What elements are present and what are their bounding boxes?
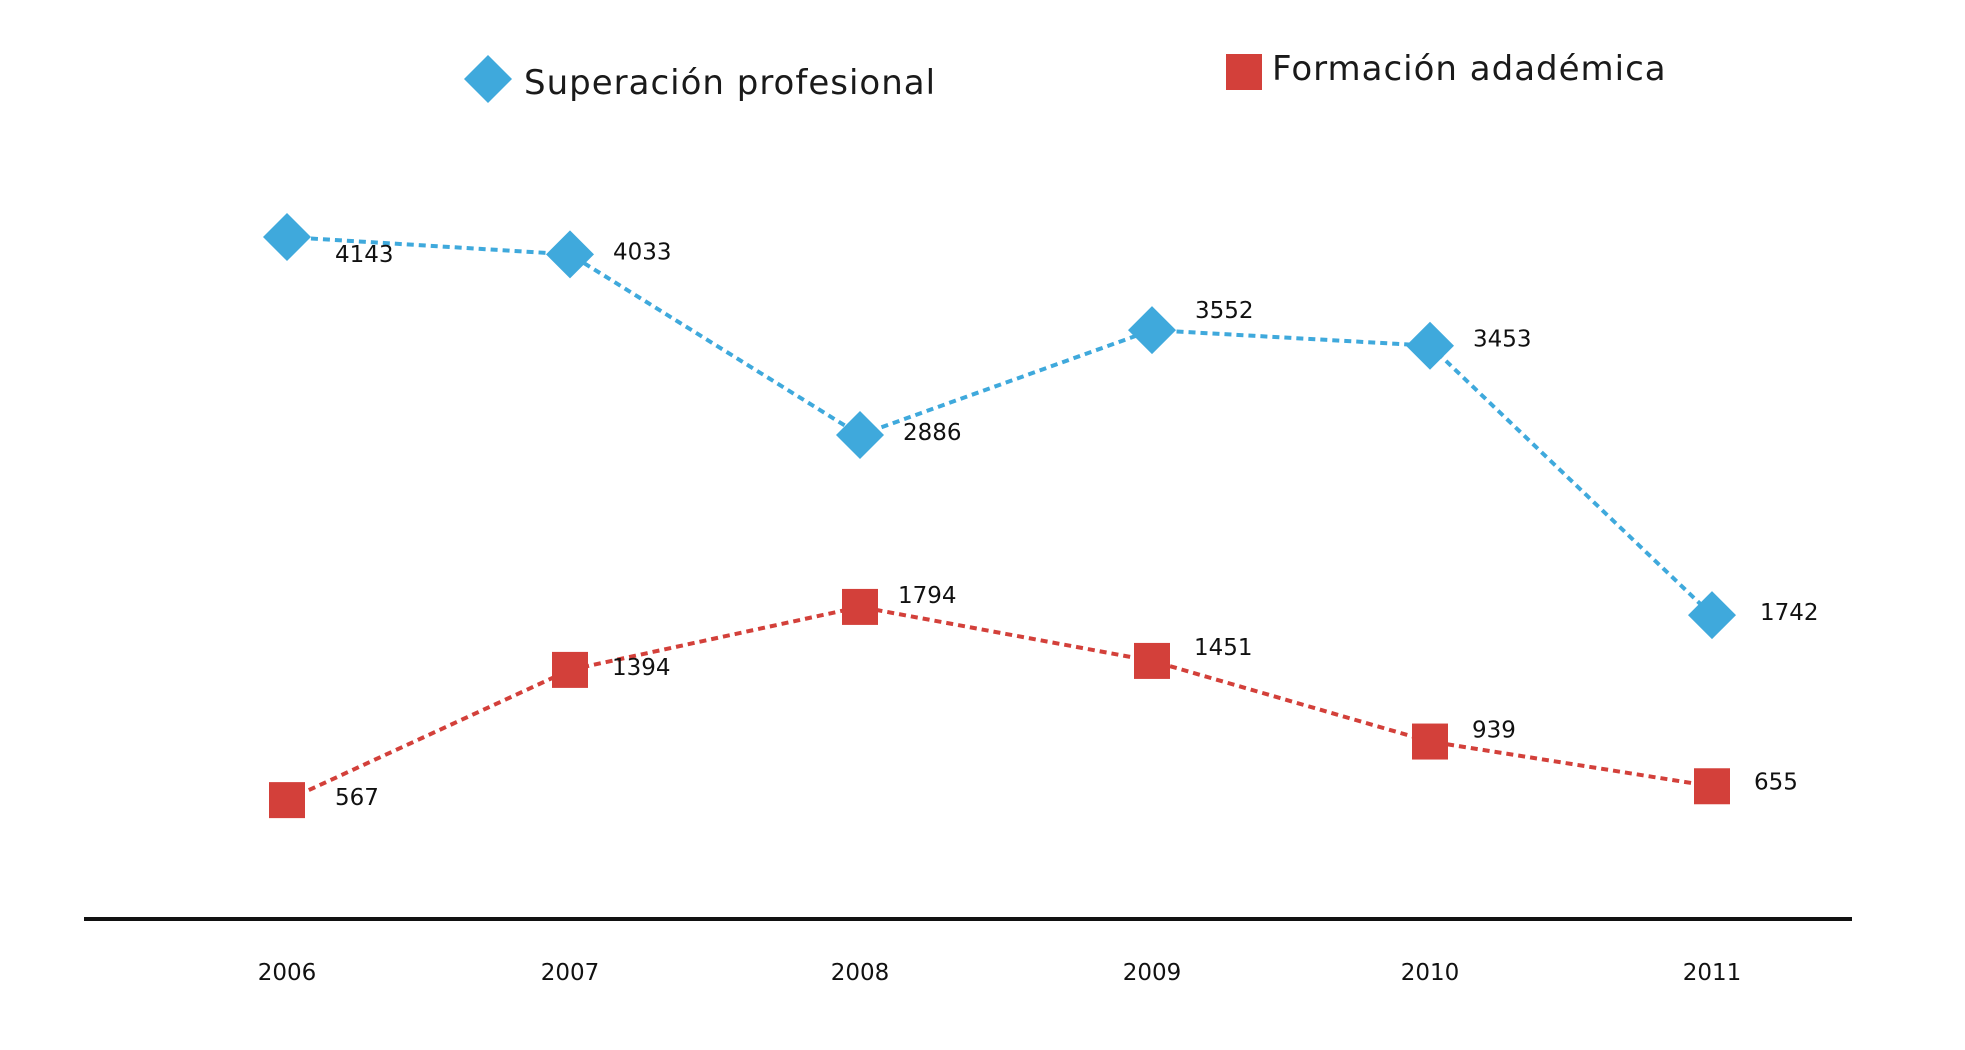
point-formacion-adademica-2007 — [552, 651, 588, 688]
data-label-formacion-adademica-2010: 939 — [1472, 718, 1516, 744]
legend-marker-superacion-profesional — [464, 55, 512, 103]
series-markers — [263, 213, 1736, 819]
point-superacion-profesional-2009 — [1128, 306, 1176, 355]
x-tick-label-2011: 2011 — [1683, 960, 1742, 986]
legend-label-formacion-adademica: Formación adadémica — [1272, 49, 1667, 89]
data-labels: 4143 4033 2886 3552 3453 1742 567 1394 1794 1451 9… — [335, 239, 1819, 811]
x-tick-label-2006: 2006 — [258, 960, 317, 986]
data-label-formacion-adademica-2006: 567 — [335, 785, 379, 811]
x-tick-label-2007: 2007 — [541, 960, 600, 986]
series-line-formacion-adademica — [286, 604, 1713, 802]
legend-marker-formacion-adademica — [1226, 54, 1262, 90]
data-label-formacion-adademica-2008: 1794 — [898, 583, 957, 609]
legend: Superación profesional Formación adadémic… — [464, 49, 1667, 103]
point-formacion-adademica-2009 — [1134, 642, 1170, 679]
series-line-superacion-profesional — [286, 235, 1714, 617]
point-formacion-adademica-2008 — [842, 588, 878, 625]
point-superacion-profesional-2008 — [836, 410, 884, 459]
point-formacion-adademica-2010 — [1412, 723, 1448, 760]
x-tick-label-2008: 2008 — [831, 960, 890, 986]
point-superacion-profesional-2010 — [1406, 321, 1454, 370]
x-tick-label-2010: 2010 — [1401, 960, 1460, 986]
point-formacion-adademica-2006 — [269, 782, 305, 819]
data-label-formacion-adademica-2009: 1451 — [1194, 635, 1253, 661]
series-lines — [286, 235, 1714, 802]
data-label-formacion-adademica-2011: 655 — [1754, 769, 1798, 795]
data-label-superacion-profesional-2007: 4033 — [613, 239, 672, 265]
data-label-superacion-profesional-2009: 3552 — [1195, 298, 1254, 324]
x-axis-tick-labels: 2006 2007 2008 2009 2010 2011 — [258, 960, 1742, 986]
x-tick-label-2009: 2009 — [1123, 960, 1182, 986]
point-superacion-profesional-2007 — [546, 230, 594, 279]
point-formacion-adademica-2011 — [1694, 768, 1730, 805]
data-label-superacion-profesional-2008: 2886 — [903, 420, 962, 446]
data-label-formacion-adademica-2007: 1394 — [612, 655, 671, 681]
point-superacion-profesional-2006 — [263, 213, 311, 262]
point-superacion-profesional-2011 — [1688, 591, 1736, 640]
data-label-superacion-profesional-2010: 3453 — [1473, 327, 1532, 353]
data-label-superacion-profesional-2006: 4143 — [335, 242, 394, 268]
data-label-superacion-profesional-2011: 1742 — [1760, 600, 1819, 626]
legend-label-superacion-profesional: Superación profesional — [524, 63, 936, 103]
